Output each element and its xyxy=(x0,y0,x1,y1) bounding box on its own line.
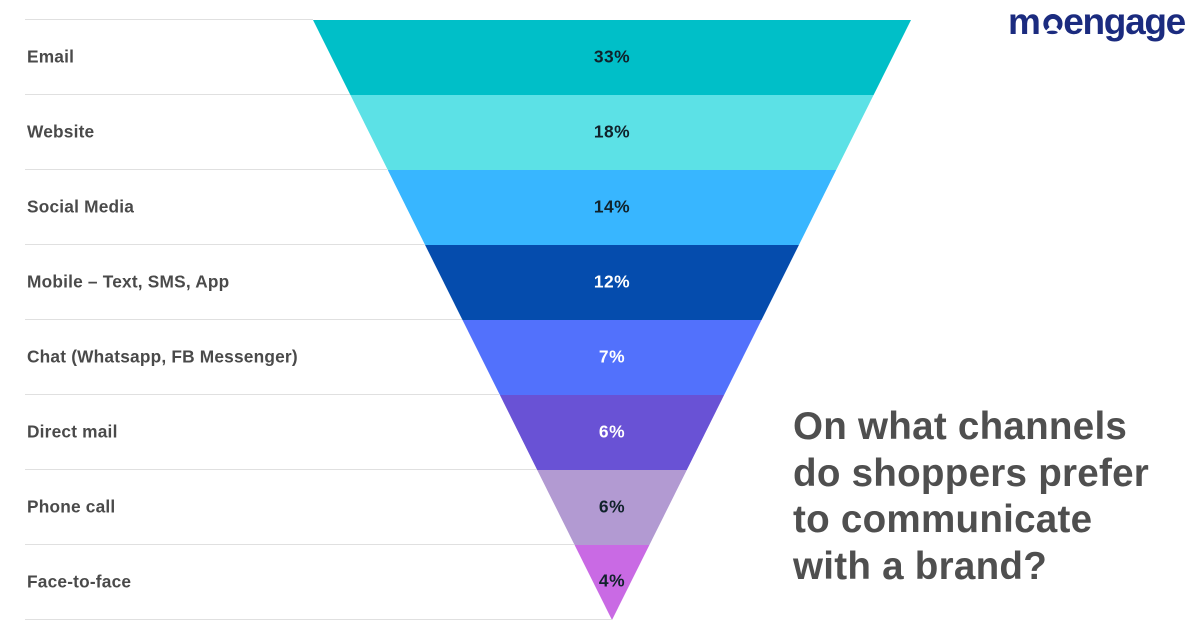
svg-text:engage: engage xyxy=(1063,6,1185,42)
svg-text:m: m xyxy=(1008,6,1041,42)
